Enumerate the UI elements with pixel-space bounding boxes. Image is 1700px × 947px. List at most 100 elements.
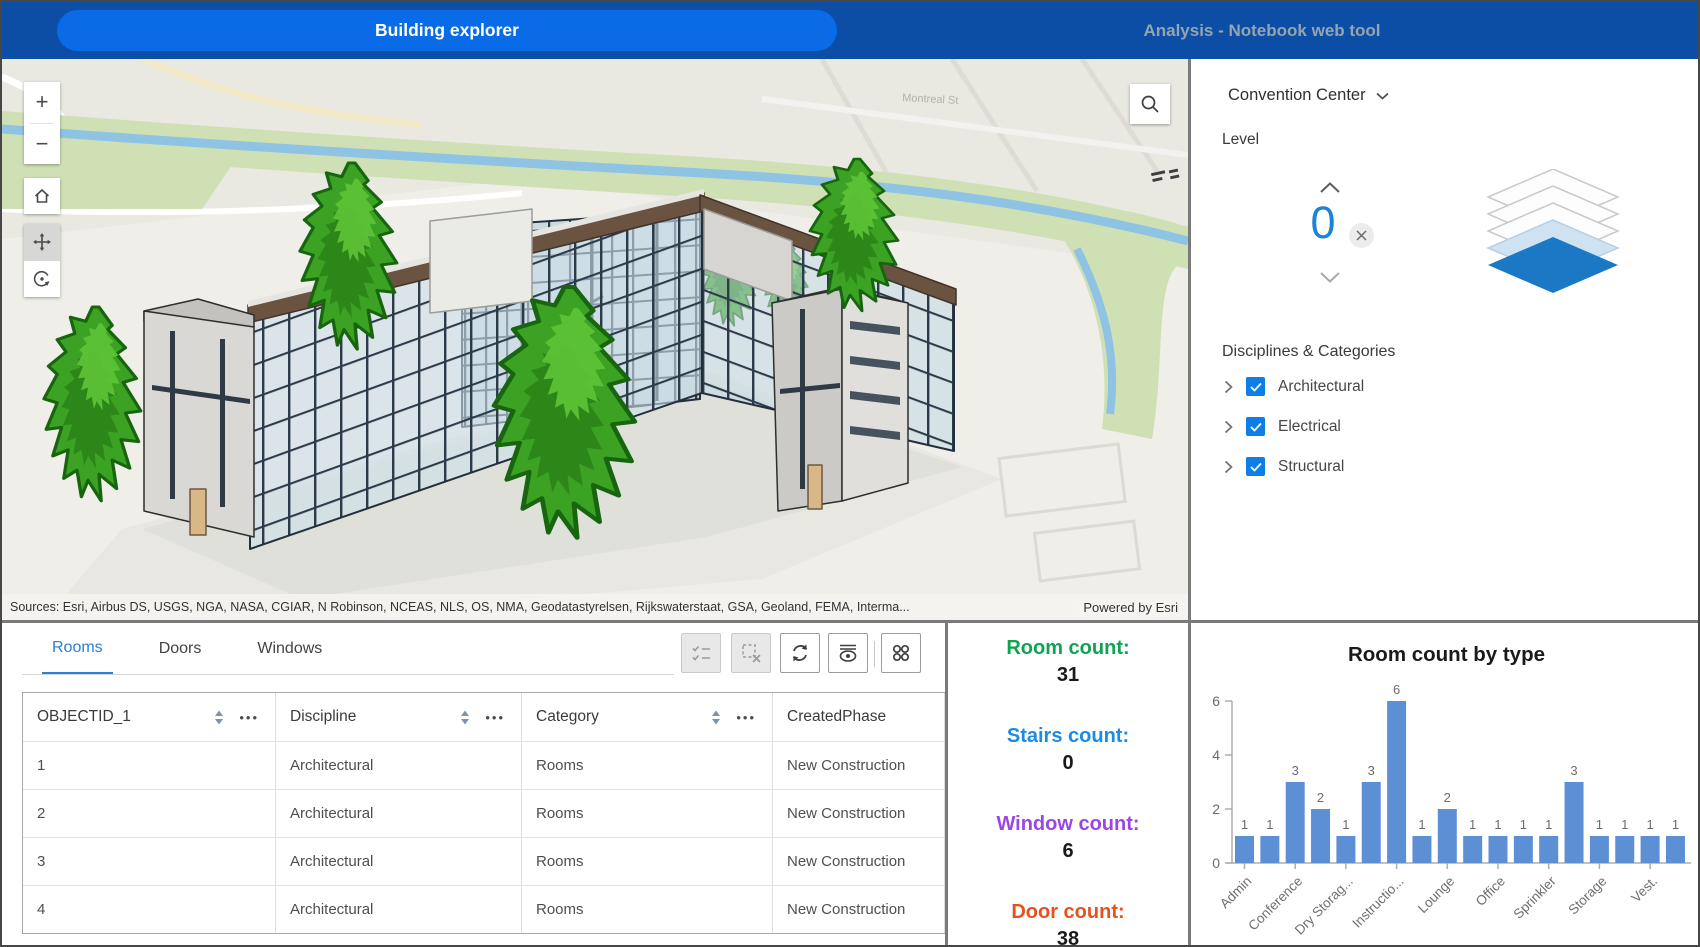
chart-bar[interactable] [1513,836,1533,863]
table-cell: Rooms [522,886,773,933]
sort-icon[interactable] [214,710,224,725]
discipline-row-architectural: Architectural [1224,377,1364,396]
table-row[interactable]: 2 Architectural Rooms New Construction [23,789,945,837]
column-header-objectid[interactable]: OBJECTID_1 ••• [23,693,276,741]
room-count-value: 31 [1056,664,1080,686]
zoom-out-button[interactable]: − [29,123,55,164]
column-header-createdphase[interactable]: CreatedPhase [773,693,945,741]
table-cell: New Construction [773,886,945,933]
check-icon [1249,422,1262,432]
expand-chevron-right-icon[interactable] [1224,380,1233,394]
discipline-row-electrical: Electrical [1224,417,1341,436]
chart-bar[interactable] [1665,836,1685,863]
table-cell: 2 [23,790,276,837]
chart-bar[interactable] [1488,836,1508,863]
apps-button[interactable] [881,633,921,673]
map-attribution: Sources: Esri, Airbus DS, USGS, NGA, NAS… [2,594,1188,620]
svg-text:3: 3 [1570,763,1577,778]
column-header-category[interactable]: Category ••• [522,693,773,741]
discipline-label: Electrical [1278,417,1341,435]
table-cell: 1 [23,742,276,789]
powered-by-esri-link[interactable]: Powered by Esri [1073,599,1188,615]
building-explorer-button[interactable]: Building explorer [57,10,837,51]
room-chart-panel: Room count by type 0 2 4 6 1 Admin 1 3 Conferenc… [1191,623,1700,947]
svg-text:1: 1 [1672,817,1679,832]
chart-bar[interactable] [1361,782,1381,863]
level-up-button[interactable] [1319,181,1341,197]
chart-bar[interactable] [1437,809,1457,863]
tab-windows[interactable]: Windows [247,623,332,675]
level-down-button[interactable] [1319,271,1341,287]
svg-text:1: 1 [1545,817,1552,832]
notebook-tool-title[interactable]: Analysis - Notebook web tool [1143,20,1381,40]
expand-chevron-right-icon[interactable] [1224,460,1233,474]
svg-text:Sprinkler: Sprinkler [1510,873,1559,922]
chart-bar[interactable] [1615,836,1635,863]
svg-text:Lounge: Lounge [1415,873,1457,915]
pan-button[interactable] [24,224,60,261]
clear-selection-button[interactable] [731,633,771,673]
river [2,124,1188,246]
chart-bar[interactable] [1311,809,1331,863]
refresh-button[interactable] [780,633,820,673]
column-label: Category [536,708,599,725]
svg-text:Admin: Admin [1217,873,1255,911]
architectural-checkbox[interactable] [1246,377,1265,396]
chevron-up-icon [1320,182,1340,193]
table-cell: Architectural [276,886,522,933]
table-row[interactable]: 3 Architectural Rooms New Construction [23,837,945,885]
map-3d-scene[interactable]: Montreal St [2,59,1188,620]
table-row[interactable]: 1 Architectural Rooms New Construction [23,741,945,789]
table-tabs: Rooms Doors Windows [42,623,332,675]
chart-bar[interactable] [1539,836,1559,863]
chart-bar[interactable] [1589,836,1609,863]
structural-checkbox[interactable] [1246,457,1265,476]
eye-with-lines-icon [839,644,857,662]
chart-bar[interactable] [1336,836,1356,863]
select-rows-button[interactable] [681,633,721,673]
column-menu-icon[interactable]: ••• [485,709,505,725]
level-value: 0 [1310,197,1336,248]
svg-text:1: 1 [1266,817,1273,832]
search-button[interactable] [1130,84,1170,124]
column-menu-icon[interactable]: ••• [736,709,756,725]
chart-bar[interactable] [1260,836,1280,863]
tab-doors[interactable]: Doors [149,623,212,675]
chart-bar[interactable] [1285,782,1305,863]
search-icon [1141,95,1159,113]
rotate-button[interactable] [24,260,60,297]
tab-divider [22,674,674,675]
svg-text:4: 4 [1212,747,1220,763]
home-icon [34,188,50,203]
table-cell: 4 [23,886,276,933]
street-label: Montreal St [902,92,959,107]
table-row[interactable]: 4 Architectural Rooms New Construction [23,885,945,933]
svg-text:1: 1 [1342,817,1349,832]
table-cell: Rooms [522,790,773,837]
chart-bar[interactable] [1463,836,1483,863]
check-icon [1249,462,1262,472]
chart-bar[interactable] [1640,836,1660,863]
chart-bar[interactable] [1235,836,1254,863]
stairs-count-label: Stairs count: [1006,725,1130,747]
level-clear-button[interactable] [1349,223,1374,248]
map-view[interactable]: Montreal St [2,59,1188,620]
sort-icon[interactable] [711,710,721,725]
electrical-checkbox[interactable] [1246,417,1265,436]
zoom-in-button[interactable]: + [29,82,55,124]
chart-bar[interactable] [1412,836,1432,863]
expand-chevron-right-icon[interactable] [1224,420,1233,434]
show-selection-button[interactable] [828,633,868,673]
home-button[interactable] [24,178,60,214]
four-circles-icon [892,644,910,662]
column-menu-icon[interactable]: ••• [239,709,259,725]
chart-bar[interactable] [1387,701,1407,863]
building-selector-dropdown[interactable]: Convention Center [1222,85,1395,106]
tab-rooms[interactable]: Rooms [42,623,113,675]
column-header-discipline[interactable]: Discipline ••• [276,693,522,741]
chart-bar[interactable] [1564,782,1584,863]
room-count-label: Room count: [1006,637,1130,659]
sort-icon[interactable] [460,710,470,725]
